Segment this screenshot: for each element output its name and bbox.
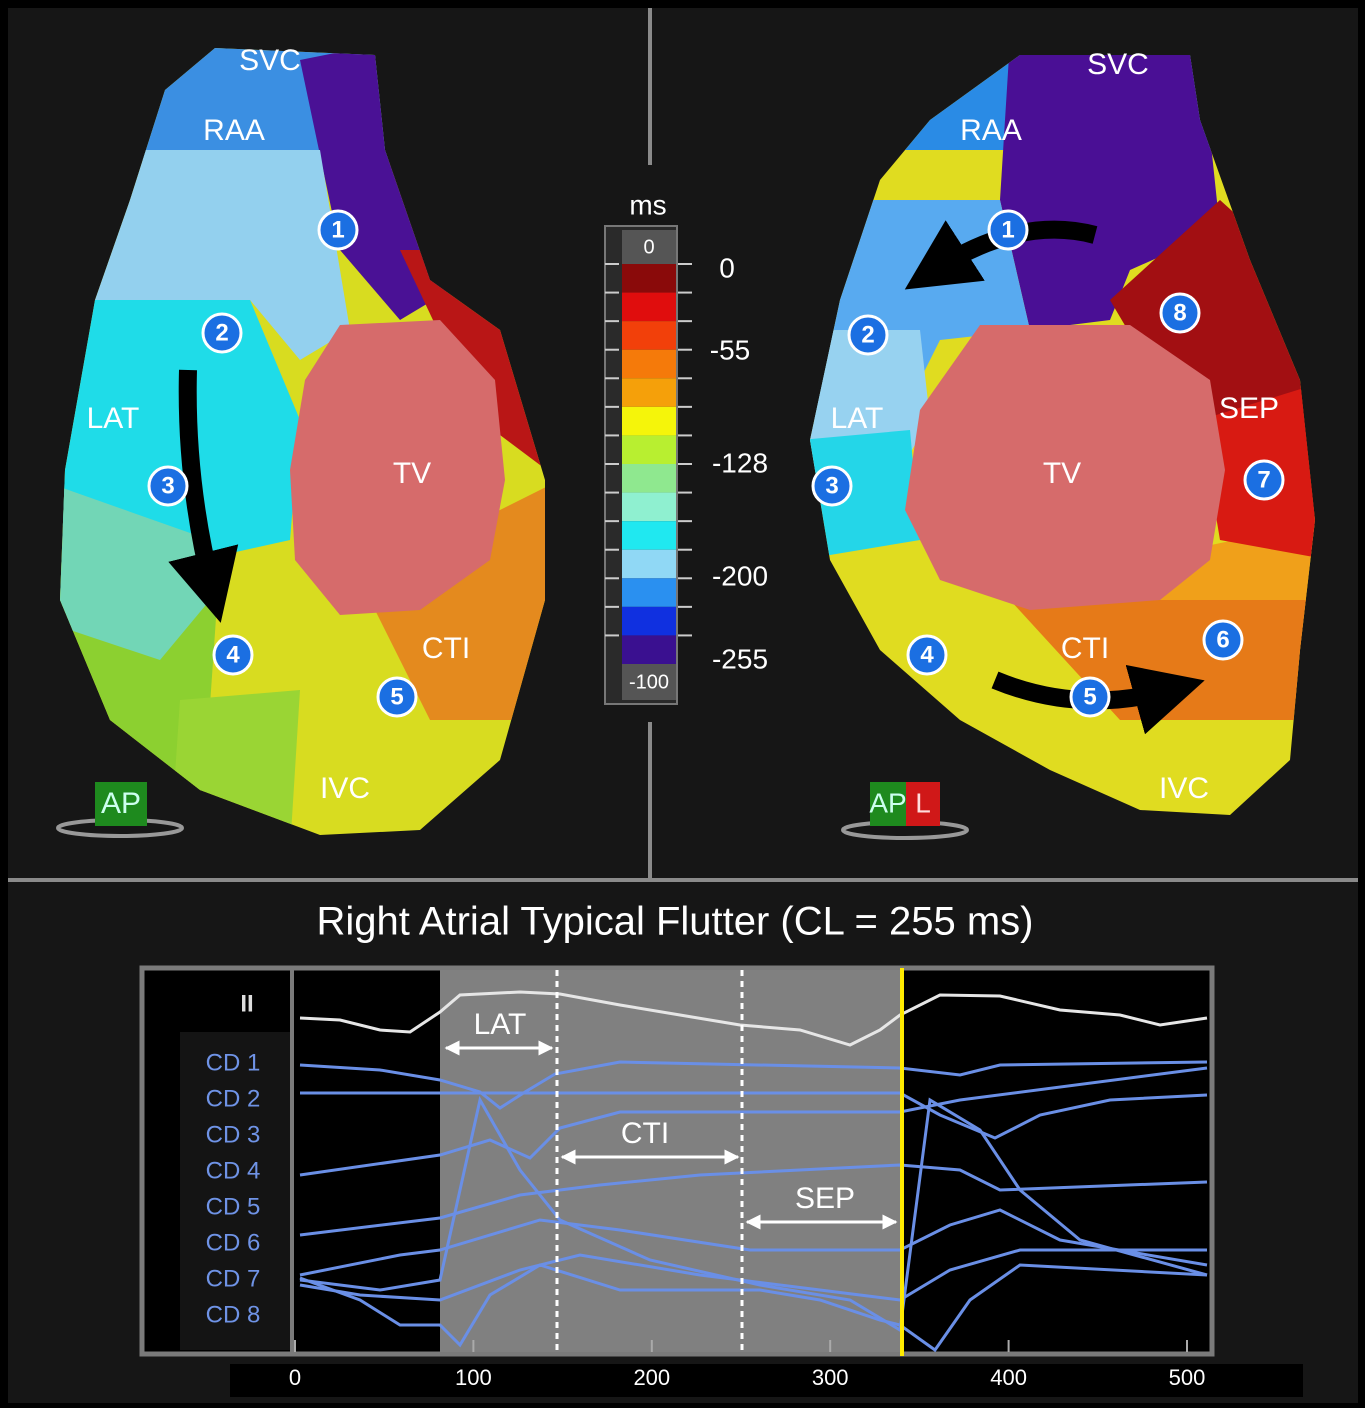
scale-swatch — [622, 550, 676, 579]
map-label: RAA — [960, 114, 1022, 147]
interval-label: CTI — [621, 1117, 669, 1150]
map-label: LAT — [87, 402, 140, 435]
figure: SVC RAA LAT TV CTI IVC SVC RAA LAT TV CT… — [0, 0, 1365, 1408]
marker-number: 1 — [331, 216, 344, 243]
interval-label: SEP — [795, 1182, 855, 1215]
scale-swatch — [622, 378, 676, 407]
map-label: RAA — [203, 114, 265, 147]
marker-number: 6 — [1216, 626, 1229, 653]
scale-label: -55 — [710, 334, 750, 365]
scale-label: -255 — [712, 643, 768, 674]
x-tick-label: 300 — [812, 1365, 849, 1390]
scale-swatch — [622, 635, 676, 664]
map-label: CTI — [1061, 632, 1109, 665]
scale-top: 0 — [643, 236, 654, 258]
channel-label: CD 4 — [206, 1157, 261, 1184]
scale-swatch — [622, 607, 676, 636]
channel-label: CD 5 — [206, 1193, 261, 1220]
x-tick-label: 400 — [990, 1365, 1027, 1390]
marker-number: 1 — [1001, 216, 1014, 243]
channel-label: CD 7 — [206, 1265, 261, 1292]
map-label: SEP — [1219, 392, 1279, 425]
view-label: AP — [101, 787, 141, 820]
title: Right Atrial Typical Flutter (CL = 255 m… — [317, 900, 1034, 944]
map-label: IVC — [320, 772, 370, 805]
marker-number: 4 — [920, 641, 934, 668]
scale-swatch — [622, 435, 676, 464]
channel-label: CD 1 — [206, 1049, 261, 1076]
scale-swatch — [622, 293, 676, 322]
x-tick-label: 100 — [455, 1365, 492, 1390]
marker-number: 5 — [1083, 683, 1096, 710]
scale-swatch — [622, 578, 676, 607]
map-label: SVC — [239, 44, 301, 77]
channel-label: CD 6 — [206, 1229, 261, 1256]
x-axis-bar — [230, 1364, 1303, 1397]
map-label: CTI — [422, 632, 470, 665]
channel-label: CD 2 — [206, 1085, 261, 1112]
channel-label: CD 3 — [206, 1121, 261, 1148]
marker-number: 8 — [1173, 299, 1186, 326]
scale-label: -128 — [712, 447, 768, 478]
marker-number: 3 — [161, 472, 174, 499]
scale-swatch — [622, 321, 676, 350]
scale-swatch — [622, 464, 676, 493]
marker-number: 3 — [825, 472, 838, 499]
scale-label: -200 — [712, 560, 768, 591]
scale-swatch — [622, 521, 676, 550]
marker-number: 5 — [390, 683, 403, 710]
marker-number: 2 — [215, 319, 228, 346]
view-label: L — [915, 787, 931, 818]
view-label: AP — [869, 787, 906, 818]
map-label: TV — [393, 457, 431, 490]
x-tick-label: 200 — [633, 1365, 670, 1390]
marker-number: 2 — [861, 321, 874, 348]
map-label: TV — [1043, 457, 1081, 490]
scale-swatch — [622, 493, 676, 522]
scale-bottom: -100 — [629, 671, 669, 693]
scale-swatch — [622, 350, 676, 379]
scale-swatch — [622, 264, 676, 293]
map-label: SVC — [1087, 48, 1149, 81]
marker-number: 4 — [226, 641, 240, 668]
channel-label: CD 8 — [206, 1301, 261, 1328]
x-tick-label: 0 — [289, 1365, 301, 1390]
interval-label: LAT — [474, 1008, 527, 1041]
scale-label: 0 — [719, 252, 735, 283]
scale-unit: ms — [629, 189, 666, 220]
marker-number: 7 — [1257, 466, 1270, 493]
map-label: LAT — [831, 402, 884, 435]
x-tick-label: 500 — [1169, 1365, 1206, 1390]
map-label: IVC — [1159, 772, 1209, 805]
scale-swatch — [622, 407, 676, 436]
lead-label: II — [240, 990, 253, 1017]
